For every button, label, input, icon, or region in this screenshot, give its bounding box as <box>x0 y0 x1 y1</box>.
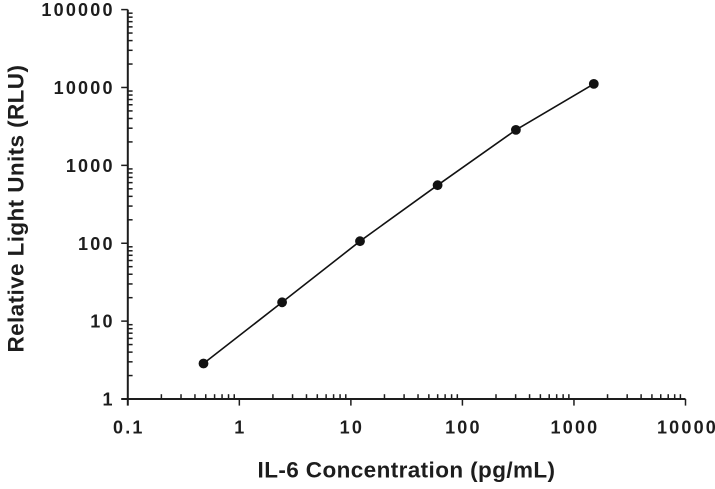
svg-text:IL-6 Concentration (pg/mL): IL-6 Concentration (pg/mL) <box>258 457 556 482</box>
svg-text:100000: 100000 <box>41 0 114 20</box>
svg-text:Relative Light Units (RLU): Relative Light Units (RLU) <box>4 65 29 353</box>
svg-text:10: 10 <box>90 312 114 332</box>
svg-text:10: 10 <box>340 418 364 438</box>
svg-text:10000: 10000 <box>54 78 115 98</box>
svg-text:1000: 1000 <box>66 156 115 176</box>
svg-text:1: 1 <box>234 418 246 438</box>
svg-text:100: 100 <box>445 418 482 438</box>
svg-text:100: 100 <box>78 234 115 254</box>
svg-text:10000: 10000 <box>657 418 715 438</box>
svg-text:1: 1 <box>102 390 114 410</box>
svg-text:1000: 1000 <box>551 418 600 438</box>
svg-text:0.1: 0.1 <box>113 418 145 438</box>
